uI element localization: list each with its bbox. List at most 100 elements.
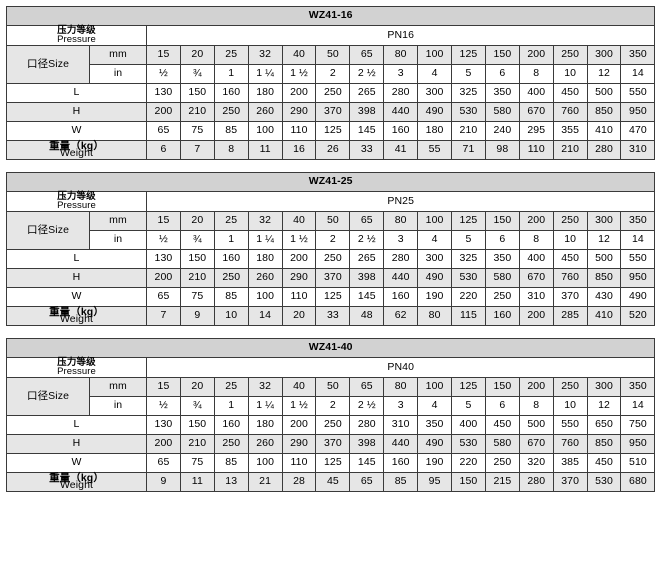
row-label-h: H: [6, 267, 147, 288]
pressure-label: 压力等级 Pressure: [6, 356, 147, 378]
size-mm-row: 口径Size mm 15 20 25 32 40 50 65 80 100 125 150 200 250 3…: [6, 376, 656, 416]
data-cell: 500: [518, 414, 554, 435]
data-cell: 280: [518, 471, 554, 492]
unit-in-label: in: [89, 63, 147, 84]
size-in-cell: 3: [383, 395, 419, 416]
size-in-cell: 2: [315, 229, 351, 250]
data-cell: 398: [349, 433, 385, 454]
data-cell: 210: [451, 120, 486, 141]
size-mm-cell: 200: [518, 376, 554, 397]
size-in-cell: 12: [586, 395, 622, 416]
size-in-cell: 5: [451, 395, 486, 416]
row-label-weight-cn: 重量（kg）: [49, 139, 104, 152]
data-cell: 530: [451, 267, 486, 288]
size-in-cell: 8: [518, 63, 554, 84]
data-cell: 210: [179, 267, 215, 288]
size-in-cell: 2 ½: [349, 229, 385, 250]
size-mm-cell: 32: [247, 210, 283, 231]
data-cell: 410: [586, 305, 622, 326]
size-in-cell: 2 ½: [349, 63, 385, 84]
size-mm-cell: 200: [518, 210, 554, 231]
data-cell: 500: [586, 82, 622, 103]
data-cell: 125: [315, 120, 351, 141]
data-cell: 150: [179, 414, 215, 435]
size-mm-cell: 300: [586, 210, 622, 231]
size-mm-cell: 250: [552, 44, 588, 65]
data-cell: 430: [586, 286, 622, 307]
data-cell: 280: [349, 414, 385, 435]
row-label-weight-en: Weight: [59, 313, 94, 326]
data-cell: 760: [552, 267, 588, 288]
data-cell: 350: [484, 248, 520, 269]
unit-in-label: in: [89, 395, 147, 416]
data-cell: 95: [417, 471, 453, 492]
data-cell: 7: [179, 139, 215, 160]
size-mm-cell: 125: [451, 210, 486, 231]
size-mm-cell: 300: [586, 44, 622, 65]
data-cell: 450: [484, 414, 520, 435]
data-cell: 250: [484, 286, 520, 307]
data-cell: 350: [417, 414, 453, 435]
size-label: 口径Size: [6, 210, 90, 250]
data-cell: 950: [620, 101, 656, 122]
size-in-cell: 6: [484, 395, 520, 416]
size-in-cell: 5: [451, 229, 486, 250]
data-cell: 85: [213, 286, 249, 307]
data-cell: 490: [620, 286, 656, 307]
row-label-weight-cn: 重量（kg）: [49, 471, 104, 484]
data-cell: 20: [281, 305, 317, 326]
size-in-cell: 2 ½: [349, 395, 385, 416]
data-cell: 190: [417, 452, 453, 473]
data-cell: 580: [484, 101, 520, 122]
data-cell: 9: [146, 471, 181, 492]
data-cell: 110: [281, 286, 317, 307]
data-row-h: H 200 210 250 260 290 370 398 440 490 530 580 670 760…: [6, 433, 656, 454]
data-cell: 265: [349, 248, 385, 269]
data-cell: 650: [586, 414, 622, 435]
data-cell: 530: [451, 433, 486, 454]
size-mm-cell: 125: [451, 376, 486, 397]
data-row-weight: 重量（kg） Weight 7 9 10 14 20 33 48 62 80 115 160 200 285…: [6, 305, 656, 326]
data-cell: 310: [518, 286, 554, 307]
data-cell: 950: [620, 267, 656, 288]
pressure-label-cn: 压力等级: [57, 190, 96, 202]
size-mm-cell: 150: [484, 210, 520, 231]
data-cell: 400: [518, 82, 554, 103]
data-cell: 160: [213, 414, 249, 435]
data-cell: 400: [451, 414, 486, 435]
size-in-cell: 1 ½: [281, 63, 317, 84]
data-cell: 10: [213, 305, 249, 326]
data-cell: 310: [383, 414, 419, 435]
data-cell: 440: [383, 101, 419, 122]
data-cell: 110: [518, 139, 554, 160]
data-cell: 145: [349, 120, 385, 141]
size-in-cell: ¾: [179, 395, 215, 416]
data-cell: 320: [518, 452, 554, 473]
size-in-cell: 1: [213, 229, 249, 250]
size-in-cell: 14: [620, 395, 656, 416]
size-mm-cell: 150: [484, 44, 520, 65]
pressure-label-en: Pressure: [57, 199, 96, 211]
data-cell: 65: [349, 471, 385, 492]
size-in-cell: 14: [620, 63, 656, 84]
size-mm-cell: 50: [315, 44, 351, 65]
data-cell: 850: [586, 101, 622, 122]
data-cell: 290: [281, 267, 317, 288]
data-cell: 160: [484, 305, 520, 326]
data-cell: 240: [484, 120, 520, 141]
data-cell: 850: [586, 433, 622, 454]
pressure-label-cn: 压力等级: [57, 356, 96, 368]
data-cell: 200: [146, 101, 181, 122]
data-cell: 490: [417, 101, 453, 122]
data-cell: 160: [213, 82, 249, 103]
data-row-w: W 65 75 85 100 110 125 145 160 180 210 240 295 355 410…: [6, 120, 656, 141]
data-cell: 410: [586, 120, 622, 141]
data-cell: 580: [484, 267, 520, 288]
size-mm-cell: 50: [315, 376, 351, 397]
data-cell: 280: [383, 82, 419, 103]
data-cell: 115: [451, 305, 486, 326]
data-cell: 125: [315, 452, 351, 473]
size-mm-cell: 150: [484, 376, 520, 397]
